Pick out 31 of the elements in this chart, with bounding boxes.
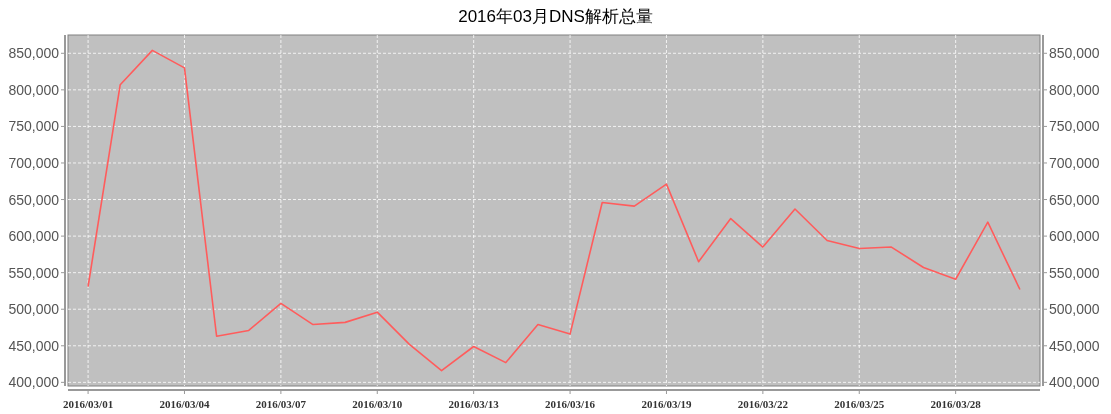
- x-tick-label: 2016/03/16: [545, 398, 596, 410]
- x-tick-label: 2016/03/07: [255, 398, 307, 410]
- y-tick-label: 700,000: [8, 154, 60, 171]
- y2-tick-label: 650,000: [1049, 191, 1100, 208]
- x-tick-label: 2016/03/22: [737, 398, 789, 410]
- y-tick-label: 400,000: [8, 374, 60, 391]
- x-tick-label: 2016/03/10: [352, 398, 403, 410]
- x-tick-label: 2016/03/28: [930, 398, 982, 410]
- y-tick-label: 750,000: [8, 118, 60, 135]
- chart-title: 2016年03月DNS解析总量: [458, 7, 653, 26]
- x-tick-label: 2016/03/04: [159, 398, 211, 410]
- y2-tick-label: 700,000: [1049, 154, 1100, 171]
- y-tick-label: 650,000: [8, 191, 60, 208]
- y-tick-label: 500,000: [8, 301, 60, 318]
- y-tick-label: 800,000: [8, 81, 60, 98]
- y2-tick-label: 850,000: [1049, 45, 1100, 62]
- y2-tick-label: 800,000: [1049, 81, 1100, 98]
- y2-tick-label: 500,000: [1049, 301, 1100, 318]
- y-tick-label: 850,000: [8, 45, 60, 62]
- y-tick-label: 550,000: [8, 264, 60, 281]
- y2-tick-label: 550,000: [1049, 264, 1100, 281]
- x-tick-label: 2016/03/19: [641, 398, 693, 410]
- y2-tick-label: 400,000: [1049, 374, 1100, 391]
- y2-tick-label: 450,000: [1049, 337, 1100, 354]
- x-tick-label: 2016/03/01: [63, 398, 114, 410]
- y-tick-label: 600,000: [8, 228, 60, 245]
- y-tick-label: 450,000: [8, 337, 60, 354]
- y2-tick-label: 600,000: [1049, 228, 1100, 245]
- x-tick-label: 2016/03/13: [448, 398, 500, 410]
- x-tick-label: 2016/03/25: [834, 398, 885, 410]
- y2-tick-label: 750,000: [1049, 118, 1100, 135]
